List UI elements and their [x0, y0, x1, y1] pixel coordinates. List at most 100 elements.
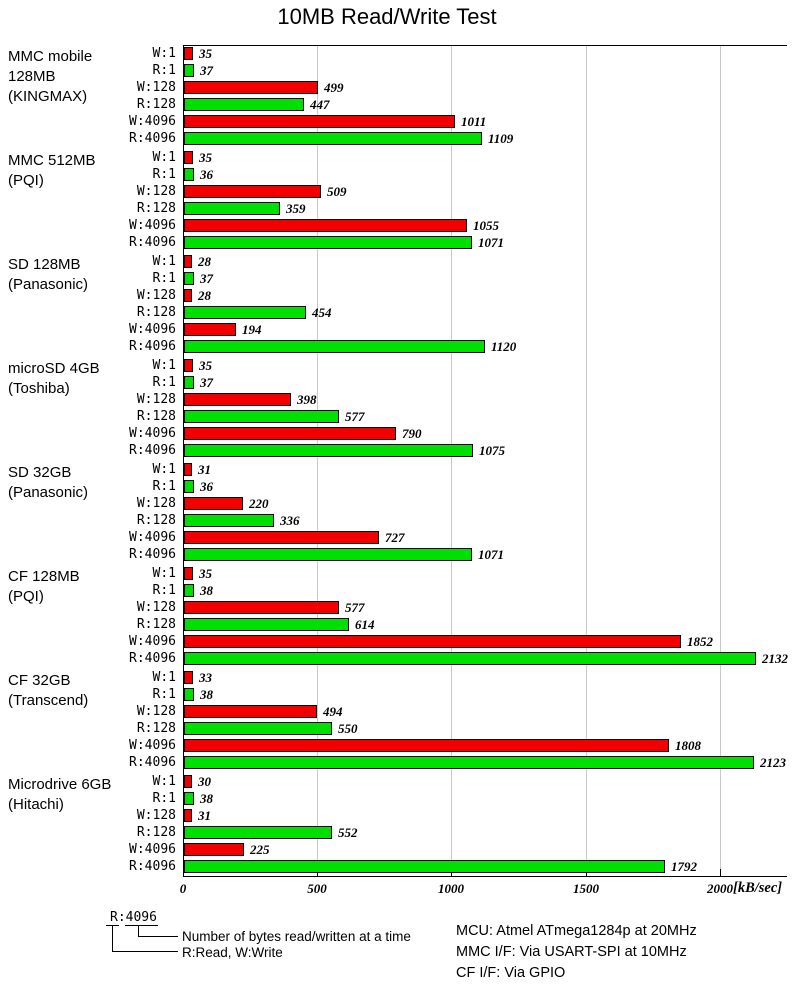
legend-connector-rw-horizontal — [112, 951, 178, 952]
bar-label: R:128 — [136, 513, 176, 528]
legend-connector-bytes-horizontal — [138, 936, 178, 937]
bar-value: 37 — [200, 375, 213, 390]
bar-value: 1109 — [488, 131, 514, 146]
bar-value: 33 — [199, 670, 212, 685]
write-bar — [184, 671, 193, 684]
bar-label: R:128 — [136, 409, 176, 424]
bar-value: 220 — [249, 496, 269, 511]
bar-value: 36 — [200, 167, 213, 182]
bar-value: 194 — [242, 322, 262, 337]
bar-value: 577 — [345, 409, 365, 424]
bar-label: W:128 — [136, 808, 176, 823]
bar-label: W:1 — [152, 462, 176, 477]
read-bar — [184, 548, 472, 561]
bar-label: R:128 — [136, 721, 176, 736]
device-label: microSD 4GB (Toshiba) — [8, 359, 100, 399]
x-tick-label-1500: 1500 — [573, 881, 599, 896]
bar-label: R:4096 — [129, 131, 176, 146]
bar-value: 38 — [200, 583, 213, 598]
bar-label: R:4096 — [129, 443, 176, 458]
write-bar — [184, 359, 193, 372]
bar-label: R:1 — [152, 375, 176, 390]
write-bar — [184, 843, 244, 856]
read-bar — [184, 168, 194, 181]
x-tick-label-1000: 1000 — [438, 881, 464, 896]
bar-label: R:4096 — [129, 547, 176, 562]
bar-value: 38 — [200, 687, 213, 702]
bar-value: 1808 — [675, 738, 701, 753]
bar-label: R:4096 — [129, 235, 176, 250]
bar-label: W:1 — [152, 358, 176, 373]
bar-value: 37 — [200, 271, 213, 286]
device-label-line: SD 32GB — [8, 464, 72, 481]
bar-label: W:128 — [136, 392, 176, 407]
write-bar — [184, 775, 192, 788]
info-line-cf-if: CF I/F: Via GPIO — [456, 965, 566, 981]
bar-label: W:128 — [136, 704, 176, 719]
write-bar — [184, 635, 681, 648]
bar-value: 727 — [385, 530, 405, 545]
bar-value: 398 — [297, 392, 317, 407]
bar-value: 31 — [198, 462, 211, 477]
read-bar — [184, 98, 304, 111]
bar-value: 494 — [323, 704, 343, 719]
device-label-line: (Panasonic) — [8, 484, 89, 501]
bar-value: 577 — [345, 600, 365, 615]
plot-top-border — [183, 45, 787, 46]
bar-label: W:4096 — [129, 634, 176, 649]
device-label: Microdrive 6GB (Hitachi) — [8, 775, 111, 815]
bar-label: R:1 — [152, 687, 176, 702]
bar-label: W:4096 — [129, 530, 176, 545]
device-label-line: SD 128MB — [8, 256, 81, 273]
bar-value: 30 — [198, 774, 211, 789]
device-label: CF 128MB (PQI) — [8, 567, 80, 607]
device-label-line: (Hitachi) — [8, 796, 64, 813]
legend-connector-rw-vertical — [112, 925, 113, 952]
gridline-2000 — [720, 46, 721, 876]
bar-label: R:4096 — [129, 755, 176, 770]
bar-value: 1852 — [687, 634, 713, 649]
bar-value: 336 — [280, 513, 300, 528]
device-label-line: CF 32GB — [8, 672, 71, 689]
x-axis-line — [183, 876, 787, 877]
read-bar — [184, 756, 754, 769]
write-bar — [184, 497, 243, 510]
bar-label: W:1 — [152, 670, 176, 685]
write-bar — [184, 393, 291, 406]
bar-label: W:4096 — [129, 738, 176, 753]
bar-value: 1071 — [478, 547, 504, 562]
bar-value: 1075 — [479, 443, 505, 458]
bar-label: R:128 — [136, 305, 176, 320]
bar-value: 31 — [198, 808, 211, 823]
bar-value: 447 — [310, 97, 330, 112]
device-label-line: MMC mobile — [8, 48, 93, 65]
bar-label: R:1 — [152, 271, 176, 286]
bar-value: 2123 — [760, 755, 786, 770]
bar-value: 359 — [286, 201, 306, 216]
bar-label: W:4096 — [129, 322, 176, 337]
device-label-line: microSD 4GB — [8, 360, 100, 377]
bar-value: 552 — [338, 825, 358, 840]
device-label-line: (Transcend) — [8, 692, 89, 709]
bar-label: R:1 — [152, 479, 176, 494]
x-tick-label-0: 0 — [179, 881, 187, 896]
device-label: SD 32GB (Panasonic) — [8, 463, 88, 503]
read-bar — [184, 480, 194, 493]
bar-value: 35 — [199, 358, 212, 373]
bar-label: R:1 — [152, 583, 176, 598]
device-label-line: Microdrive 6GB — [8, 776, 112, 793]
read-bar — [184, 376, 194, 389]
read-bar — [184, 722, 332, 735]
device-label-line: (Toshiba) — [8, 380, 70, 397]
device-label-line: (Panasonic) — [8, 276, 89, 293]
bar-value: 28 — [198, 254, 211, 269]
bar-label: W:4096 — [129, 426, 176, 441]
read-bar — [184, 514, 274, 527]
bar-value: 37 — [200, 63, 213, 78]
read-bar — [184, 444, 473, 457]
bar-value: 790 — [402, 426, 422, 441]
device-label-line: MMC 512MB — [8, 152, 96, 169]
bar-label: W:128 — [136, 288, 176, 303]
write-bar — [184, 705, 317, 718]
